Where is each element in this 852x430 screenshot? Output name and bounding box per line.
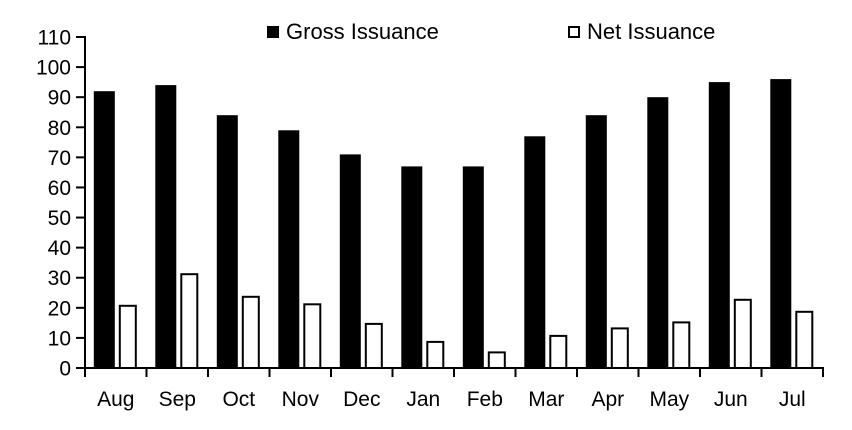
- net-bar: [733, 298, 752, 369]
- y-tick-label: 80: [48, 117, 71, 140]
- net-bar: [795, 310, 814, 369]
- gross-bar: [585, 115, 607, 369]
- x-tick-label: Aug: [97, 388, 134, 411]
- x-tick-label: Jun: [714, 388, 748, 411]
- gross-bar: [524, 136, 546, 369]
- net-bar: [549, 334, 568, 369]
- gross-bar: [647, 97, 669, 369]
- net-bar: [672, 321, 691, 369]
- gross-bar: [770, 79, 792, 369]
- gross-bar: [339, 154, 361, 369]
- legend-label-net-issuance: Net Issuance: [587, 19, 716, 44]
- y-tick-label: 60: [48, 177, 71, 200]
- y-tick-label: 40: [48, 237, 71, 260]
- legend-item-gross-issuance: Gross Issuance: [267, 21, 439, 43]
- x-tick-label: Dec: [343, 388, 380, 411]
- net-bar: [241, 295, 260, 369]
- gross-bar: [708, 82, 730, 369]
- y-tick-label: 70: [48, 147, 71, 170]
- y-tick-label: 110: [38, 27, 71, 50]
- x-tick-label: Sep: [159, 388, 196, 411]
- x-tick-label: Apr: [591, 388, 624, 411]
- y-tick-label: 20: [48, 297, 71, 320]
- y-tick-label: 0: [59, 358, 71, 381]
- x-tick-label: Oct: [222, 388, 255, 411]
- net-bar: [426, 340, 445, 369]
- net-bar: [118, 304, 137, 369]
- net-bar: [364, 322, 383, 369]
- gross-bar: [93, 91, 115, 369]
- net-bar: [610, 327, 629, 369]
- net-issuance-swatch-icon: [568, 26, 580, 38]
- gross-bar: [462, 166, 484, 369]
- net-bar: [303, 303, 322, 369]
- gross-bar: [401, 166, 423, 369]
- legend-label-gross-issuance: Gross Issuance: [286, 19, 439, 44]
- x-tick-label: Mar: [528, 388, 564, 411]
- gross-bar: [216, 115, 238, 369]
- legend-item-net-issuance: Net Issuance: [568, 21, 715, 43]
- x-tick-label: May: [649, 388, 689, 411]
- x-tick-label: Feb: [467, 388, 503, 411]
- gross-issuance-swatch-icon: [267, 26, 279, 38]
- x-tick-label: Nov: [282, 388, 320, 411]
- y-tick-label: 100: [36, 57, 71, 80]
- y-tick-label: 90: [48, 87, 71, 110]
- x-tick-label: Jan: [406, 388, 440, 411]
- gross-bar: [155, 85, 177, 369]
- y-tick-label: 30: [48, 267, 71, 290]
- net-bar: [487, 351, 506, 369]
- y-tick-label: 50: [48, 207, 71, 230]
- y-tick-label: 10: [48, 327, 71, 350]
- gross-bar: [278, 130, 300, 369]
- x-tick-label: Jul: [779, 388, 806, 411]
- net-bar: [180, 273, 199, 370]
